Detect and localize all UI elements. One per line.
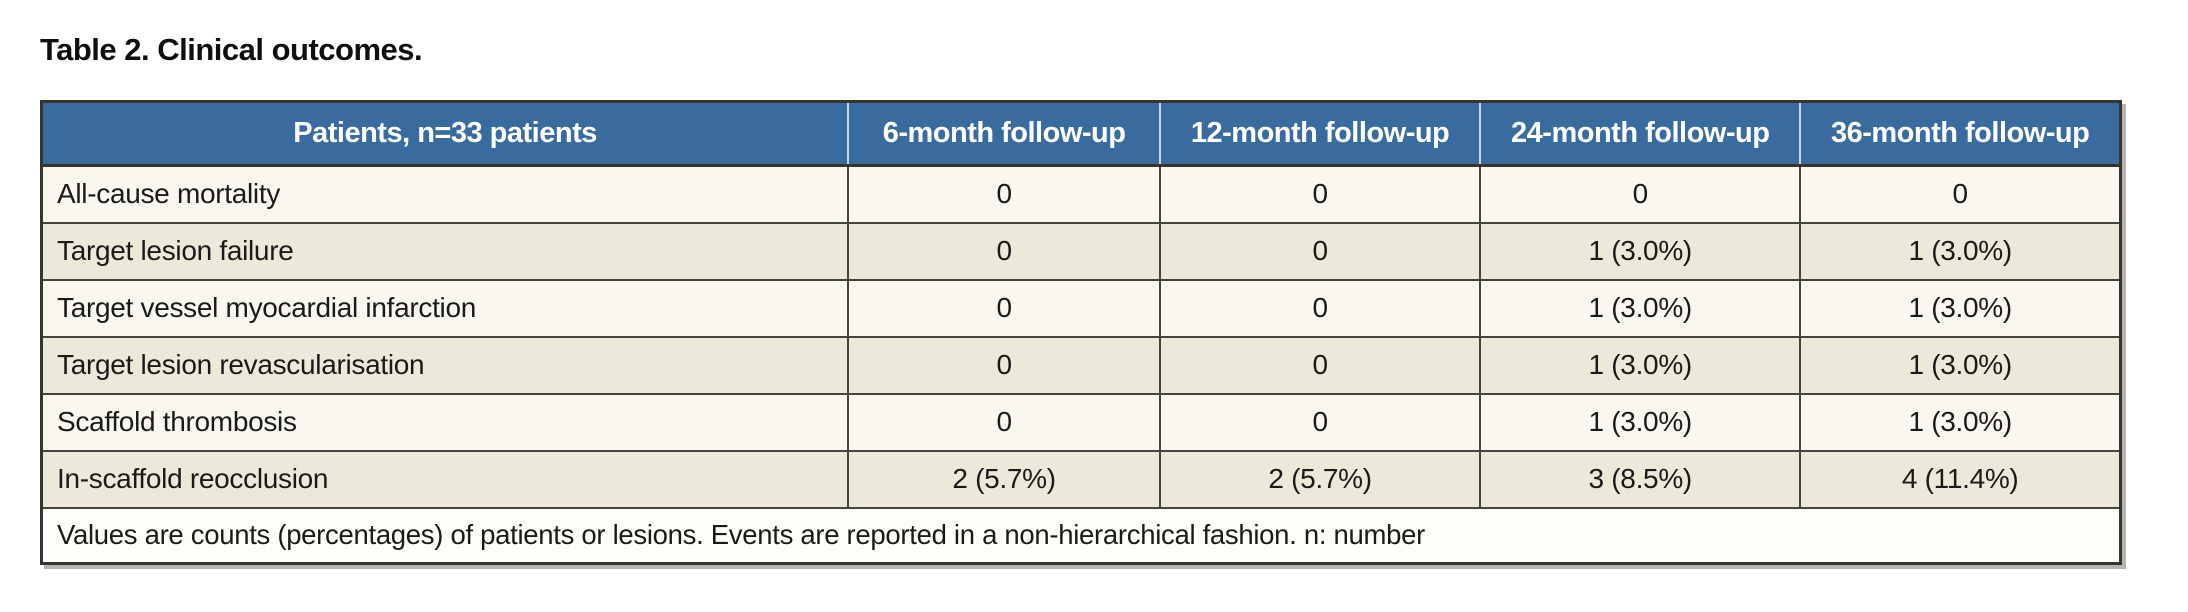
value-cell: 0 <box>1479 164 1802 224</box>
row-label: In-scaffold reocclusion <box>40 449 850 509</box>
table-row: Target vessel myocardial infarction 0 0 … <box>40 278 2122 338</box>
clinical-outcomes-table: Patients, n=33 patients 6-month follow-u… <box>40 100 2122 565</box>
value-cell: 0 <box>847 392 1161 452</box>
footnote-row: Values are counts (percentages) of patie… <box>40 506 2122 565</box>
row-label: All-cause mortality <box>40 164 850 224</box>
header-cell-36-month: 36-month follow-up <box>1799 101 2121 167</box>
table-row: All-cause mortality 0 0 0 0 <box>40 164 2122 224</box>
value-cell: 4 (11.4%) <box>1799 449 2122 509</box>
table-row: In-scaffold reocclusion 2 (5.7%) 2 (5.7%… <box>40 449 2122 509</box>
value-cell: 1 (3.0%) <box>1799 392 2122 452</box>
table-row: Scaffold thrombosis 0 0 1 (3.0%) 1 (3.0%… <box>40 392 2122 452</box>
value-cell: 0 <box>1158 392 1482 452</box>
header-cell-12-month: 12-month follow-up <box>1158 101 1481 167</box>
header-cell-patients: Patients, n=33 patients <box>41 101 849 167</box>
value-cell: 1 (3.0%) <box>1479 278 1802 338</box>
value-cell: 0 <box>1158 164 1482 224</box>
table-row: Target lesion failure 0 0 1 (3.0%) 1 (3.… <box>40 221 2122 281</box>
value-cell: 1 (3.0%) <box>1799 278 2122 338</box>
value-cell: 2 (5.7%) <box>847 449 1161 509</box>
value-cell: 0 <box>1158 221 1482 281</box>
table-row: Target lesion revascularisation 0 0 1 (3… <box>40 335 2122 395</box>
value-cell: 2 (5.7%) <box>1158 449 1482 509</box>
value-cell: 1 (3.0%) <box>1479 221 1802 281</box>
value-cell: 1 (3.0%) <box>1799 221 2122 281</box>
value-cell: 0 <box>847 221 1161 281</box>
value-cell: 0 <box>1799 164 2122 224</box>
value-cell: 0 <box>1158 335 1482 395</box>
table-footnote: Values are counts (percentages) of patie… <box>40 506 2122 565</box>
value-cell: 1 (3.0%) <box>1479 335 1802 395</box>
value-cell: 1 (3.0%) <box>1479 392 1802 452</box>
row-label: Scaffold thrombosis <box>40 392 850 452</box>
value-cell: 0 <box>1158 278 1482 338</box>
row-label: Target lesion failure <box>40 221 850 281</box>
row-label: Target vessel myocardial infarction <box>40 278 850 338</box>
value-cell: 3 (8.5%) <box>1479 449 1802 509</box>
value-cell: 1 (3.0%) <box>1799 335 2122 395</box>
value-cell: 0 <box>847 278 1161 338</box>
value-cell: 0 <box>847 164 1161 224</box>
row-label: Target lesion revascularisation <box>40 335 850 395</box>
table-title: Table 2. Clinical outcomes. <box>40 32 423 67</box>
header-cell-24-month: 24-month follow-up <box>1479 101 1801 167</box>
header-cell-6-month: 6-month follow-up <box>847 101 1160 167</box>
header-row: Patients, n=33 patients 6-month follow-u… <box>41 101 2121 167</box>
value-cell: 0 <box>847 335 1161 395</box>
